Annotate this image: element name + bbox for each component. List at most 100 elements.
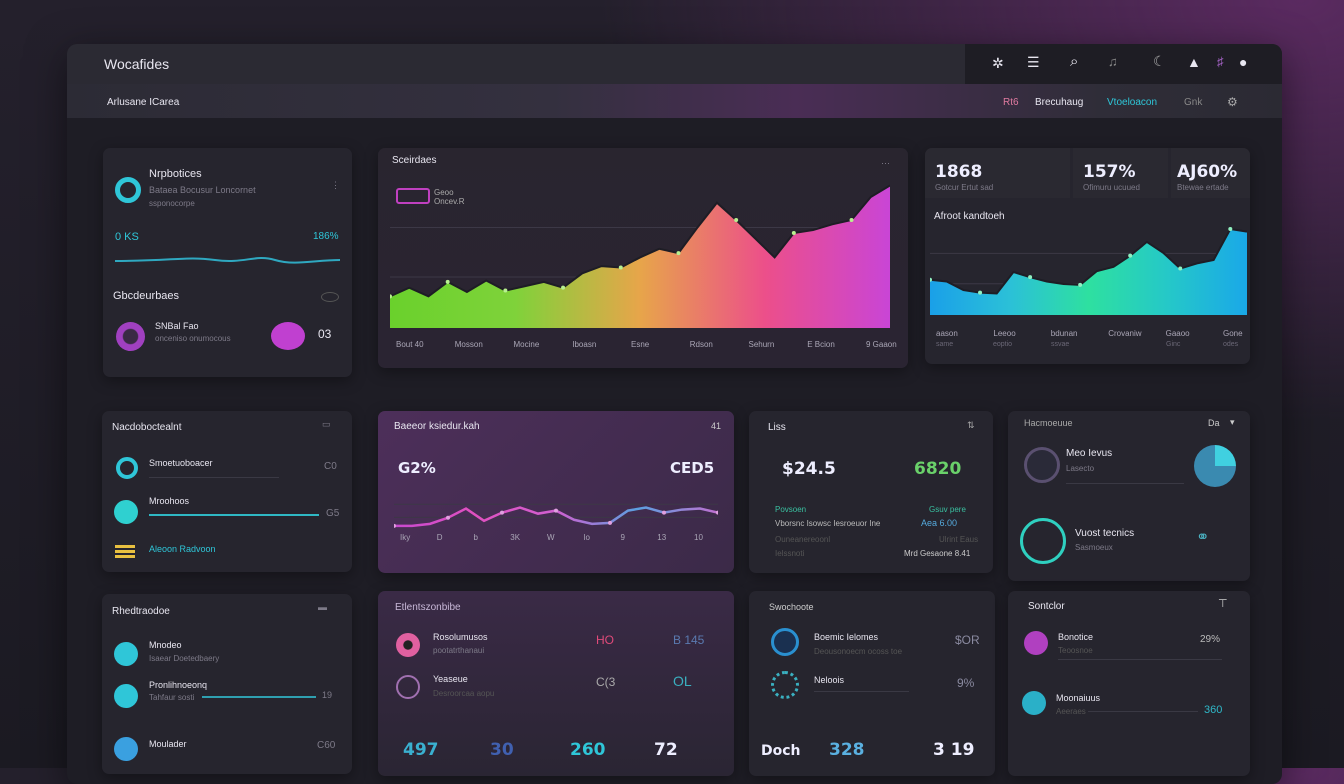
more-icon[interactable]: ⋯ <box>881 158 890 168</box>
x-tick-label: Sehurn <box>748 340 775 349</box>
bell-icon[interactable]: ● <box>1239 54 1248 70</box>
data-point <box>445 279 450 284</box>
trend-line-chart <box>394 503 718 528</box>
x-tick-label: b <box>473 533 478 542</box>
main-chart-card: Sceirdaes ⋯ Geoo Oncev.R Bout 40 Mosson Mo… <box>378 148 908 368</box>
total-value: 328 <box>829 740 865 760</box>
x-tick-label: aason <box>936 329 958 338</box>
list-item-value: $OR <box>955 633 980 647</box>
x-tick-label: Gone <box>1223 329 1243 338</box>
x-tick-label: Mocine <box>513 340 540 349</box>
metric-left: 0 KS <box>115 231 139 243</box>
row-label: Ouneanereoonl <box>775 535 831 544</box>
stat-label: Btewae ertade <box>1177 183 1229 192</box>
x-tick-label: Mosson <box>454 340 483 349</box>
list-item-label: Smoetuoboacer <box>149 458 213 468</box>
nav-item[interactable]: Rt6 <box>1003 97 1019 108</box>
filter-icon[interactable]: ♯ <box>1217 54 1224 69</box>
stat-box: 157% Ofimuru ucuued <box>1073 148 1168 198</box>
data-point <box>930 277 932 282</box>
summary-card: Etlentszonbibe Rosolumusos pootatrthanau… <box>378 591 734 776</box>
card-title: Nacdoboctealnt <box>112 422 182 433</box>
app-title: Wocafides <box>104 56 170 72</box>
list-item-value: 19 <box>322 690 333 700</box>
toolbar: ✲ ☰ ⌕ ♫ ☾ ▲ ♯ ● <box>965 44 1282 84</box>
nav-item[interactable]: Brecuhaug <box>1035 97 1084 108</box>
x-tick-label: Esne <box>631 340 650 349</box>
x-tick-label: 10 <box>694 533 703 542</box>
sort-icon[interactable]: ⇅ <box>967 420 975 430</box>
card-title: Swochoote <box>769 602 814 612</box>
toggle[interactable] <box>321 292 339 302</box>
item-value: 03 <box>318 327 332 341</box>
list-item-sub: Tahfaur sosti <box>149 693 195 702</box>
expand-icon[interactable]: ▭ <box>322 419 331 429</box>
list-item-label: Bonotice <box>1058 632 1094 642</box>
total-value: 260 <box>570 740 606 760</box>
data-point <box>676 251 681 256</box>
stat-value: 1868 <box>935 162 983 182</box>
list-item-label: Boemic Ielomes <box>814 632 879 642</box>
status-sub: Lasecto <box>1066 464 1095 473</box>
card-text: Bataea Bocusur Loncornet <box>149 185 256 195</box>
section-title: Gbcdeurbaes <box>113 290 180 302</box>
x-tick-label: bdunan <box>1050 329 1078 338</box>
sync-icon <box>116 457 138 479</box>
x-axis: aason Leeoo bdunan Crovaniw Gaaoo Gone <box>930 329 1247 341</box>
settings-icon[interactable]: ⚙ <box>1227 95 1238 109</box>
x-tick-label: 9 <box>620 533 625 542</box>
total-value: 497 <box>403 740 439 760</box>
user-icon[interactable]: ▲ <box>1187 54 1201 70</box>
pie-icon <box>1194 445 1236 487</box>
moon-icon[interactable]: ☾ <box>1153 53 1166 69</box>
x-tick-sublabel: odes <box>1223 341 1239 348</box>
more-icon[interactable]: ⋮ <box>331 180 340 190</box>
chevron-down-icon[interactable]: ▾ <box>1230 417 1235 427</box>
x-tick-label: lo <box>583 533 590 542</box>
mic-icon[interactable]: ♫ <box>1108 54 1118 69</box>
link-icon[interactable]: ⚭ <box>1196 529 1210 546</box>
card-title: Sceirdaes <box>392 155 437 166</box>
data-point <box>716 510 718 515</box>
status-label: Meo Ievus <box>1066 448 1113 459</box>
progress-bar <box>202 696 316 698</box>
blue-chart-card: 1868 Gotcur Ertut sad 157% Ofimuru ucuue… <box>925 148 1250 364</box>
data-point <box>662 510 666 515</box>
chat-icon <box>1024 447 1060 483</box>
metric-label: Povsoen <box>775 505 807 514</box>
globe-icon <box>771 628 799 656</box>
puzzle-icon[interactable]: ✲ <box>992 55 1004 71</box>
data-point <box>608 520 612 525</box>
x-tick-label: Rdson <box>689 340 713 349</box>
data-point <box>978 290 983 295</box>
data-point <box>1178 266 1183 271</box>
x-tick-label: Iky <box>400 533 411 542</box>
menu-icon[interactable]: ▬ <box>318 602 327 612</box>
list-card: Nacdoboctealnt ▭ Smoetuoboacer C0 Mrooho… <box>102 411 352 572</box>
filter-icon[interactable]: ⊤ <box>1218 598 1228 610</box>
list-item-label: Mnodeo <box>149 640 182 650</box>
menu-icon[interactable]: ☰ <box>1027 54 1040 70</box>
x-tick-label: Gaaoo <box>1165 329 1190 338</box>
list-item-value: C0 <box>324 461 337 472</box>
list-item-label: Moulader <box>149 739 187 749</box>
nav-item-active[interactable]: Vtoeloacon <box>1107 97 1158 108</box>
divider <box>814 691 909 692</box>
search-icon[interactable]: ⌕ <box>1070 53 1079 70</box>
total-value: 30 <box>490 740 514 760</box>
dropdown[interactable]: Da <box>1208 418 1220 428</box>
list-item-value: B 145 <box>673 633 705 647</box>
x-tick-label: 9 Gaaon <box>866 340 897 349</box>
list-item-sub: pootatrthanaui <box>433 646 485 655</box>
list-item-value: C60 <box>317 740 336 751</box>
list-item-label: Yeaseue <box>433 674 468 684</box>
list-card: Sontclor ⊤ Bonotice Teoosnoe 29% Moonaiu… <box>1008 591 1250 776</box>
x-axis: Bout 40 Mosson Mocine Iboasn Esne Rdson Sehurn… <box>390 340 897 352</box>
list-item-label[interactable]: Aleoon Radvoon <box>149 544 216 554</box>
stat-value: 157% <box>1083 162 1136 182</box>
list-item-value: OL <box>673 673 692 689</box>
divider <box>1066 483 1184 484</box>
nav-item[interactable]: Gnk <box>1184 97 1203 108</box>
list-item-value: C(3 <box>596 675 616 689</box>
